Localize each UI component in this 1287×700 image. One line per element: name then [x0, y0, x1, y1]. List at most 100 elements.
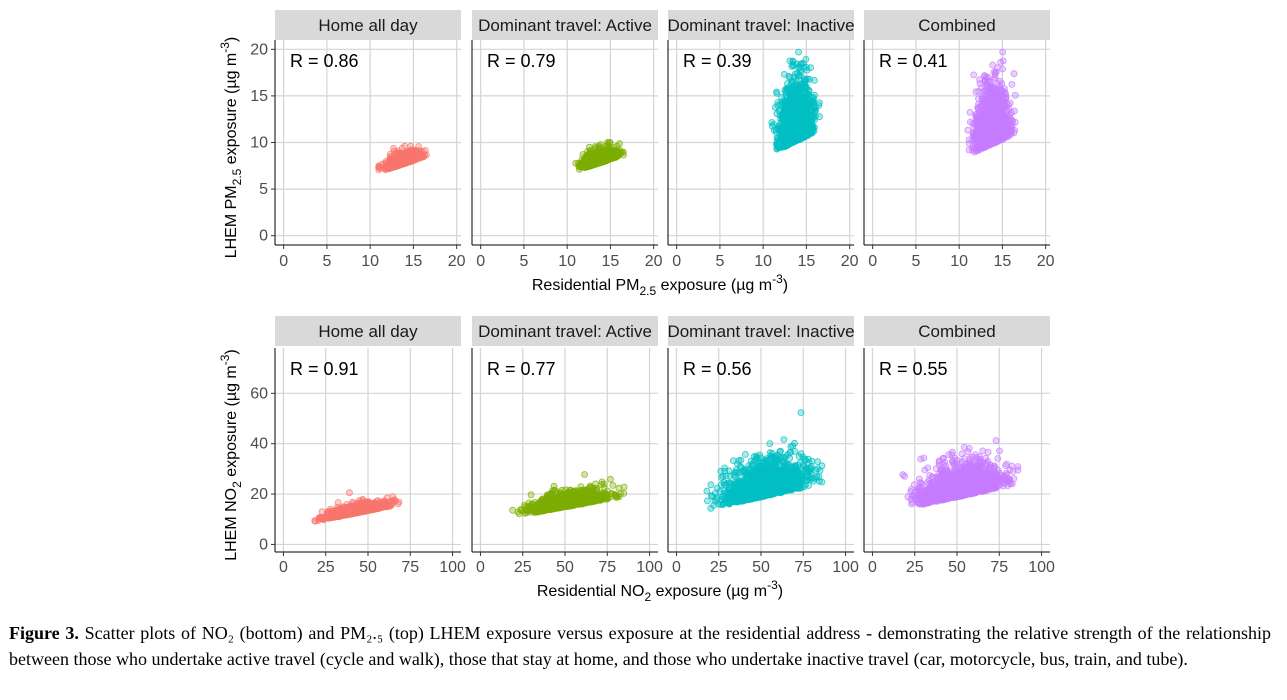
- data-point: [999, 94, 1007, 101]
- x-tick-label: 20: [448, 253, 466, 270]
- data-point: [778, 140, 786, 148]
- figure-canvas: Home all day 0 5 10 15 20 0 5 10 15 20 R = 0.86 Domi…: [218, 10, 1055, 604]
- x-tick-label: 0: [672, 253, 681, 270]
- correlation-label: R = 0.39: [683, 51, 752, 71]
- y-tick-label: 20: [250, 41, 268, 58]
- data-point: [597, 141, 604, 148]
- data-point: [389, 156, 397, 164]
- data-point: [978, 103, 985, 110]
- data-point: [577, 163, 585, 171]
- data-point: [375, 163, 383, 171]
- data-point: [418, 152, 426, 160]
- x-tick-label: 10: [754, 253, 772, 270]
- facet-title: Home all day: [318, 16, 418, 35]
- data-point: [774, 99, 782, 106]
- data-point: [805, 87, 813, 95]
- series-points: [375, 142, 430, 174]
- data-point: [794, 92, 802, 99]
- data-point: [984, 105, 992, 113]
- data-point: [979, 88, 987, 96]
- facet-title: Combined: [918, 16, 996, 35]
- data-point: [807, 105, 815, 113]
- x-tick-label: 15: [602, 253, 620, 270]
- data-point: [1003, 132, 1010, 140]
- data-point: [1008, 81, 1016, 88]
- data-point: [783, 102, 791, 109]
- data-point: [996, 111, 1004, 119]
- data-point: [790, 137, 797, 145]
- data-point: [790, 62, 797, 70]
- x-tick-label: 10: [361, 253, 379, 270]
- data-point: [970, 71, 977, 79]
- data-point: [990, 111, 998, 118]
- x-axis-title: Residential PM2.5 exposure (µg m-3): [532, 272, 788, 298]
- x-tick-label: 5: [519, 253, 528, 270]
- x-tick-label: 15: [405, 253, 423, 270]
- data-point: [991, 101, 999, 109]
- correlation-label: R = 0.41: [879, 51, 948, 71]
- data-point: [790, 84, 797, 91]
- data-point: [782, 88, 790, 96]
- data-point: [972, 146, 980, 154]
- x-tick-label: 15: [994, 253, 1012, 270]
- data-point: [997, 134, 1005, 142]
- y-tick-label: 5: [259, 181, 268, 198]
- data-point: [773, 110, 781, 118]
- data-point: [975, 136, 983, 144]
- series-points: [572, 139, 627, 173]
- x-tick-label: 10: [950, 253, 968, 270]
- data-point: [985, 123, 992, 131]
- data-point: [989, 139, 997, 147]
- series-points: [768, 48, 823, 153]
- data-point: [803, 66, 811, 74]
- x-tick-label: 0: [279, 253, 288, 270]
- y-axis-title: LHEM PM2.5 exposure (µg m-3): [218, 37, 244, 259]
- data-point: [1004, 107, 1011, 115]
- data-point: [992, 92, 1000, 100]
- x-tick-label: 20: [841, 253, 859, 270]
- data-point: [992, 69, 999, 76]
- data-point: [795, 48, 802, 56]
- data-point: [796, 109, 803, 117]
- facet-1-1: Home all day 0 5 10 15 20 0 5 10 15 20 R = 0.86: [250, 10, 466, 270]
- data-point: [984, 131, 992, 139]
- data-point: [966, 109, 974, 116]
- data-point: [983, 99, 990, 107]
- x-tick-label: 20: [645, 253, 663, 270]
- data-point: [795, 75, 802, 83]
- data-point: [801, 76, 809, 84]
- facet-title: Home all day: [318, 322, 418, 341]
- x-tick-label: 0: [868, 253, 877, 270]
- data-point: [816, 113, 823, 121]
- facet-strip: [275, 10, 461, 40]
- x-tick-label: 5: [715, 253, 724, 270]
- data-point: [406, 148, 414, 156]
- series-points: [964, 48, 1019, 156]
- data-point: [410, 156, 418, 164]
- x-tick-label: 5: [322, 253, 331, 270]
- facet-title: Dominant travel: Active: [478, 16, 652, 35]
- y-tick-label: 15: [250, 88, 268, 105]
- x-tick-label: 10: [558, 253, 576, 270]
- data-point: [396, 161, 403, 169]
- x-tick-label: 5: [911, 253, 920, 270]
- facet-1-2: Dominant travel: Active 0 5 10 15 20 R = 0.79: [471, 10, 663, 270]
- x-tick-label: 0: [476, 253, 485, 270]
- data-point: [999, 48, 1007, 56]
- correlation-label: R = 0.86: [290, 51, 359, 71]
- y-tick-label: 0: [259, 228, 268, 245]
- data-point: [605, 139, 613, 146]
- correlation-label: R = 0.79: [487, 51, 556, 71]
- data-point: [782, 122, 790, 130]
- data-point: [1010, 70, 1018, 78]
- data-point: [1012, 91, 1019, 99]
- data-point: [778, 128, 785, 136]
- data-point: [802, 56, 810, 63]
- data-point: [808, 99, 815, 107]
- y-tick-label: 10: [250, 135, 268, 152]
- data-point: [797, 60, 805, 68]
